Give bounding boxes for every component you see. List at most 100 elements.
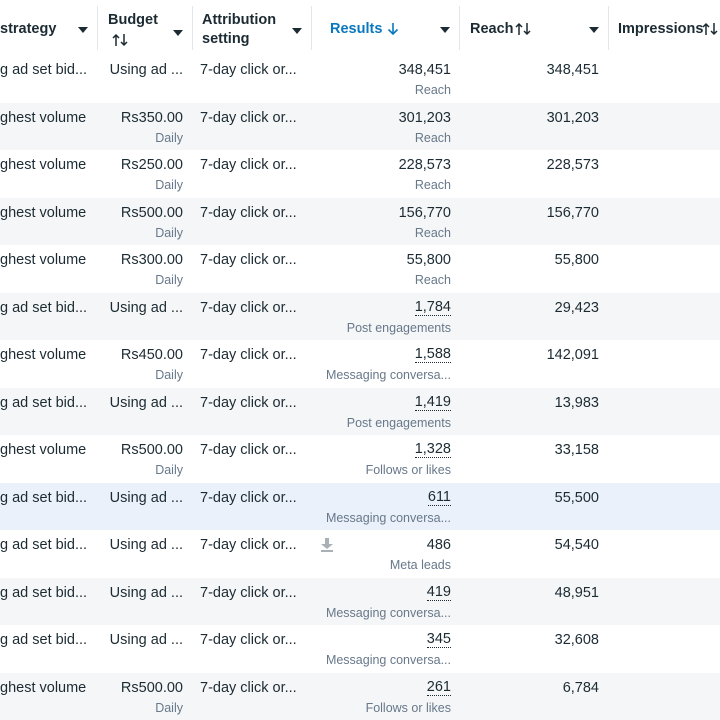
table-row[interactable] bbox=[0, 387, 720, 435]
reach: 348,451 bbox=[546, 62, 599, 78]
budget-period: Daily bbox=[155, 225, 183, 240]
reach: 301,203 bbox=[546, 109, 599, 126]
budget-period: Daily bbox=[155, 130, 183, 145]
table-row[interactable] bbox=[0, 672, 720, 720]
budget: Using ad ... bbox=[109, 299, 183, 316]
budget: Rs250.00 bbox=[120, 157, 183, 173]
result-value: 1,419 bbox=[414, 393, 451, 411]
dropdown-caret[interactable] bbox=[173, 30, 183, 36]
table-row[interactable] bbox=[0, 530, 720, 578]
budget: Rs500.00 bbox=[120, 442, 183, 458]
dropdown-caret[interactable] bbox=[78, 27, 88, 33]
reach: 13,983 bbox=[554, 394, 599, 411]
reach: 156,770 bbox=[546, 204, 599, 221]
result-type: Messaging conversa... bbox=[325, 653, 451, 667]
bid-strategy: g ad set bid... bbox=[0, 394, 88, 411]
table-row[interactable] bbox=[0, 482, 720, 530]
budget: Rs350.00 bbox=[120, 109, 183, 126]
bid-strategy: g ad set bid... bbox=[0, 489, 88, 506]
result-value: 301,203 bbox=[398, 109, 451, 126]
reach: 142,091 bbox=[546, 347, 599, 363]
sort-icon[interactable] bbox=[515, 22, 531, 36]
result-value: 261 bbox=[426, 678, 451, 696]
result-value: 1,328 bbox=[414, 441, 451, 458]
table-row[interactable] bbox=[0, 102, 720, 150]
budget: Using ad ... bbox=[109, 537, 183, 553]
attribution-setting: 7-day click or... bbox=[200, 679, 297, 696]
budget-period: Daily bbox=[155, 463, 183, 477]
attribution-setting: 7-day click or... bbox=[200, 584, 297, 601]
dropdown-caret[interactable] bbox=[589, 27, 599, 33]
result-value: 419 bbox=[426, 583, 451, 601]
bid-strategy: g ad set bid... bbox=[0, 537, 88, 553]
column-header[interactable]: Results bbox=[330, 21, 383, 37]
result-type: Post engagements bbox=[346, 415, 451, 430]
reach: 55,500 bbox=[554, 489, 599, 506]
table-row[interactable] bbox=[0, 197, 720, 245]
budget: Rs300.00 bbox=[120, 252, 183, 268]
column-divider bbox=[311, 6, 312, 50]
dropdown-caret[interactable] bbox=[440, 27, 450, 33]
result-value: 611 bbox=[427, 488, 451, 506]
budget: Using ad ... bbox=[109, 394, 183, 411]
table-row[interactable] bbox=[0, 577, 720, 625]
result-value: 55,800 bbox=[406, 252, 451, 268]
result-type: Reach bbox=[414, 273, 451, 287]
attribution-setting: 7-day click or... bbox=[200, 394, 297, 411]
table-row[interactable] bbox=[0, 435, 720, 483]
reach: 48,951 bbox=[554, 584, 599, 601]
result-value: 1,588 bbox=[414, 346, 451, 363]
bid-strategy: ghest volume bbox=[0, 204, 87, 221]
bid-strategy: g ad set bid... bbox=[0, 632, 88, 648]
result-type: Reach bbox=[414, 178, 451, 192]
budget: Using ad ... bbox=[109, 584, 183, 601]
bid-strategy: ghest volume bbox=[0, 252, 87, 268]
result-value: 228,573 bbox=[398, 157, 451, 173]
bid-strategy: g ad set bid... bbox=[0, 62, 88, 78]
table-row[interactable] bbox=[0, 55, 720, 103]
attribution-setting: 7-day click or... bbox=[200, 157, 297, 173]
table-row[interactable] bbox=[0, 625, 720, 673]
result-value: 345 bbox=[426, 631, 451, 648]
bid-strategy: ghest volume bbox=[0, 157, 87, 173]
result-value: 348,451 bbox=[398, 62, 451, 78]
budget-period: Daily bbox=[155, 368, 183, 382]
attribution-setting: 7-day click or... bbox=[200, 347, 297, 363]
table-row[interactable] bbox=[0, 245, 720, 293]
result-type: Messaging conversa... bbox=[325, 368, 451, 382]
result-type: Meta leads bbox=[389, 558, 451, 572]
budget: Using ad ... bbox=[109, 489, 183, 506]
download-icon[interactable] bbox=[321, 538, 333, 552]
result-type: Messaging conversa... bbox=[325, 605, 451, 620]
attribution-setting: 7-day click or... bbox=[200, 62, 297, 78]
column-header[interactable]: Reach bbox=[470, 21, 514, 37]
reach: 54,540 bbox=[554, 537, 599, 553]
sort-icon[interactable] bbox=[112, 33, 128, 47]
reach: 6,784 bbox=[562, 679, 599, 696]
column-divider bbox=[608, 6, 609, 50]
table-row[interactable] bbox=[0, 292, 720, 340]
bid-strategy: g ad set bid... bbox=[0, 584, 88, 601]
result-value: 156,770 bbox=[398, 204, 451, 221]
bid-strategy: ghest volume bbox=[0, 442, 87, 458]
table-row[interactable] bbox=[0, 340, 720, 388]
reach: 32,608 bbox=[554, 632, 599, 648]
sort-icon[interactable] bbox=[387, 22, 399, 36]
result-type: Reach bbox=[414, 130, 451, 145]
result-type: Follows or likes bbox=[365, 700, 451, 715]
attribution-setting: 7-day click or... bbox=[200, 204, 297, 221]
dropdown-caret[interactable] bbox=[292, 28, 302, 34]
attribution-setting: 7-day click or... bbox=[200, 299, 297, 316]
reach: 29,423 bbox=[554, 299, 599, 316]
table-row[interactable] bbox=[0, 150, 720, 198]
sort-icon[interactable] bbox=[702, 22, 718, 36]
column-header[interactable]: Impressions bbox=[618, 21, 704, 37]
attribution-setting: 7-day click or... bbox=[200, 537, 297, 553]
column-header[interactable]: strategy bbox=[0, 21, 57, 37]
column-header[interactable]: Budget bbox=[108, 12, 158, 28]
bid-strategy: ghest volume bbox=[0, 109, 87, 126]
budget-period: Daily bbox=[155, 178, 183, 192]
column-divider bbox=[459, 6, 460, 50]
column-header[interactable]: Attribution setting bbox=[202, 12, 277, 47]
